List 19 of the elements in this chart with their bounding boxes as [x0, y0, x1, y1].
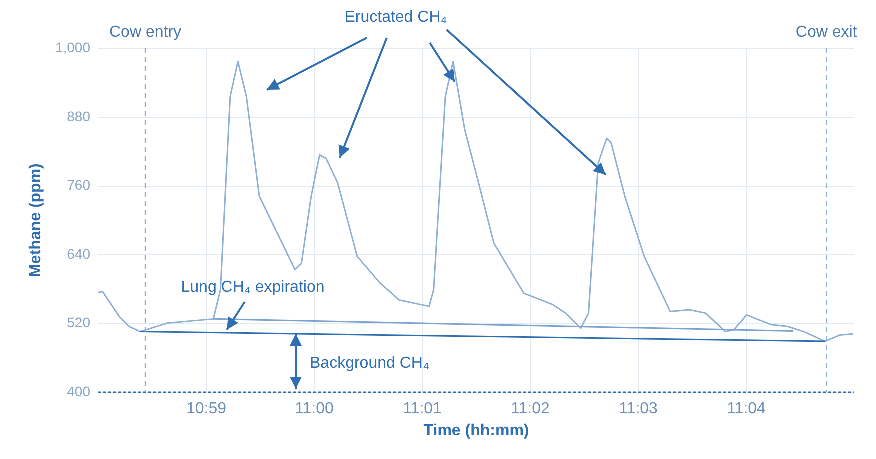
x-tick-label: 11:01 — [403, 400, 442, 418]
y-tick-label: 880 — [67, 108, 91, 124]
x-tick-label: 10:59 — [186, 400, 227, 418]
x-tick-label: 11:02 — [511, 400, 550, 418]
x-tick-label: 11:03 — [619, 400, 658, 418]
y-tick-label: 640 — [67, 246, 91, 262]
y-tick-label: 400 — [67, 384, 91, 400]
x-tick-label: 11:04 — [727, 400, 766, 418]
ref-line-label: Cow exit — [796, 24, 858, 41]
y-tick-label: 760 — [67, 177, 91, 194]
annotation: Lung CH₄ expiration — [181, 279, 325, 296]
y-axis-title: Methane (ppm) — [27, 164, 44, 278]
x-tick-label: 11:00 — [295, 400, 334, 418]
text: Eructated CH₄ — [344, 9, 448, 26]
x-axis-title: Time (hh:mm) — [424, 422, 530, 440]
y-tick-label: 520 — [67, 314, 91, 331]
ref-line-label: Cow entry — [110, 24, 182, 41]
annotation: Background CH₄ — [310, 355, 430, 372]
y-tick-label: 1,000 — [55, 40, 91, 56]
